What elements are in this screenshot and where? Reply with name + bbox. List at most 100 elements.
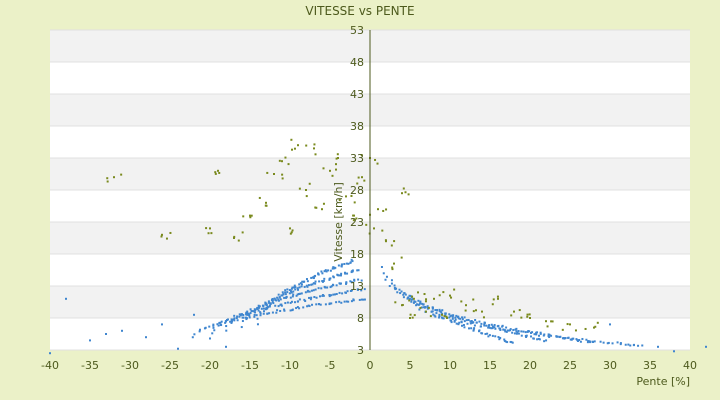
data-point [266,171,269,174]
data-point [225,320,228,323]
data-point [290,231,293,234]
data-point [281,160,283,163]
data-point [536,331,539,334]
data-point [351,269,354,272]
data-point [345,281,348,284]
data-point [599,340,602,343]
data-point [376,162,379,165]
data-point [406,297,409,300]
y-tick-label: 33 [350,152,364,165]
data-point [545,320,547,323]
data-point [240,313,243,316]
data-point [657,345,659,348]
data-point [242,215,245,218]
data-point [281,177,284,180]
data-point [258,305,261,308]
data-point [497,324,500,327]
data-point [329,277,332,280]
data-point [535,333,538,336]
data-point [193,313,195,316]
data-point [289,227,291,230]
data-point [344,291,347,294]
data-point [335,157,338,160]
data-point [304,291,307,294]
data-point [293,147,296,150]
data-point [245,313,248,316]
data-point [587,340,590,343]
data-point [336,273,339,276]
data-point [486,332,489,335]
data-point [324,269,327,272]
data-point [300,292,303,295]
data-point [332,284,335,287]
data-point [345,300,348,303]
data-point [570,338,573,341]
data-point [356,288,359,291]
data-point [548,333,551,336]
data-point [335,284,338,287]
data-point [332,275,335,278]
data-point [264,308,267,311]
data-point [488,324,491,327]
data-point [419,300,422,303]
data-point [490,327,493,330]
data-point [298,307,301,310]
data-point [291,286,294,289]
data-point [464,309,467,312]
data-point [498,338,501,341]
data-point [561,328,564,331]
x-tick-label: -10 [281,359,299,372]
data-point [274,298,277,301]
data-point [312,289,315,292]
data-point [433,297,435,300]
data-point [411,295,414,298]
data-point [307,304,310,307]
data-point [276,296,279,299]
data-point [333,293,336,296]
data-point [410,300,413,303]
data-point [341,263,344,266]
x-tick-label: 5 [407,359,414,372]
data-point [512,328,515,331]
data-point [254,311,257,314]
data-point [295,294,298,297]
data-point [323,277,326,280]
data-point [279,309,282,312]
data-point [458,321,461,324]
data-point [452,314,455,317]
data-point [335,168,338,171]
data-point [362,298,365,301]
data-point [238,315,241,318]
data-point [633,343,635,346]
data-point [445,315,448,318]
data-point [330,294,333,297]
data-point [346,272,349,275]
data-point [584,327,587,330]
data-point [473,327,476,330]
data-point [425,310,427,313]
data-point [257,304,260,307]
data-point [325,270,328,273]
y-tick-label: 23 [350,216,364,229]
data-point [526,330,529,333]
data-point [305,189,307,191]
data-point [292,293,295,296]
data-point [551,320,554,323]
data-point [315,206,318,209]
data-point [457,323,460,326]
data-point [350,300,353,303]
data-point [297,292,300,295]
data-point [409,313,412,316]
data-point [531,331,534,334]
data-point [265,302,268,305]
data-point [327,269,330,272]
data-point [246,310,249,313]
data-point [352,219,355,222]
data-point [548,336,551,339]
data-point [204,326,207,329]
data-point [296,287,299,290]
data-point [490,323,493,326]
x-tick-label: 0 [367,359,374,372]
data-point [339,274,342,277]
data-point [328,303,331,306]
